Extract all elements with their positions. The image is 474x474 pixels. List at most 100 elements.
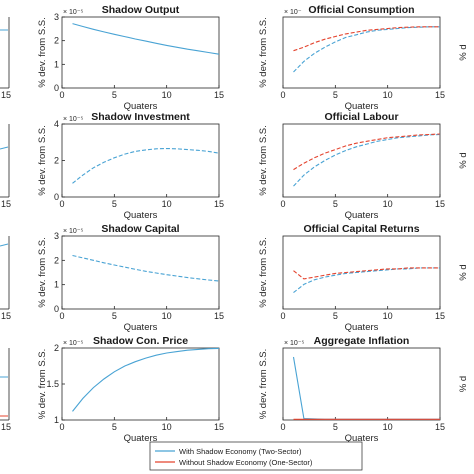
y-exponent: × 10⁻⁵ xyxy=(63,9,84,16)
axes-box xyxy=(61,16,220,89)
y-axis-label: % dev. from S.S. xyxy=(258,125,269,196)
y-tick-label: 1 xyxy=(54,280,59,290)
left-panel-tick-label: 15 xyxy=(1,199,11,209)
series-line-without-shadow-economy-one-sector xyxy=(293,267,440,280)
x-tick-label: 15 xyxy=(214,90,224,100)
y-tick-label: 4 xyxy=(54,119,59,129)
panel-title: Official Consumption xyxy=(308,4,414,16)
left-panel-series-fragment xyxy=(0,146,9,150)
series-line-with-shadow-economy-two-sector xyxy=(72,347,220,412)
y-tick-label: 0 xyxy=(54,304,59,314)
x-axis-label: Quaters xyxy=(124,101,158,112)
x-tick-label: 0 xyxy=(59,199,64,209)
x-tick-label: 15 xyxy=(214,199,224,209)
y-tick-label: 2 xyxy=(54,36,59,46)
x-tick-label: 0 xyxy=(280,90,285,100)
panel-title: Official Labour xyxy=(324,111,398,123)
x-tick-label: 10 xyxy=(162,199,172,209)
right-panel-label-fragment: % d xyxy=(458,376,469,392)
y-tick-label: 2 xyxy=(54,255,59,265)
x-tick-label: 10 xyxy=(383,422,393,432)
legend: With Shadow Economy (Two-Sector) Without … xyxy=(149,441,363,471)
axes-box xyxy=(61,347,220,421)
panel-title: Shadow Investment xyxy=(91,111,190,123)
y-tick-label: 3 xyxy=(54,12,59,22)
axes-box xyxy=(282,347,441,421)
y-axis-label: % dev. from S.S. xyxy=(258,17,269,88)
x-axis-label: Quaters xyxy=(124,433,158,444)
right-panel-label-fragment: % d xyxy=(458,152,469,168)
x-tick-label: 10 xyxy=(383,90,393,100)
y-axis-label: % dev. from S.S. xyxy=(37,237,48,308)
x-tick-label: 15 xyxy=(435,90,445,100)
right-panel-label-fragment: % d xyxy=(458,44,469,60)
legend-label: Without Shadow Economy (One-Sector) xyxy=(179,458,313,467)
y-tick-label: 0 xyxy=(54,83,59,93)
y-exponent: × 10⁻⁵ xyxy=(63,340,84,347)
x-tick-label: 5 xyxy=(112,311,117,321)
y-tick-label: 1.5 xyxy=(46,379,59,389)
x-tick-label: 10 xyxy=(383,311,393,321)
x-tick-label: 5 xyxy=(333,90,338,100)
y-exponent: × 10⁻⁵ xyxy=(284,340,305,347)
x-tick-label: 10 xyxy=(162,311,172,321)
x-tick-label: 5 xyxy=(112,422,117,432)
y-axis-label: % dev. from S.S. xyxy=(37,349,48,420)
x-tick-label: 5 xyxy=(112,199,117,209)
series-line-with-shadow-economy-two-sector xyxy=(293,133,441,187)
x-tick-label: 5 xyxy=(333,422,338,432)
y-tick-label: 2 xyxy=(54,343,59,353)
x-tick-label: 15 xyxy=(214,311,224,321)
y-exponent: × 10⁻⁵ xyxy=(63,116,84,123)
panel-official-capital-returns: Official Capital Returns 0 5 10 15 Quaters % d… xyxy=(258,223,445,333)
x-tick-label: 0 xyxy=(280,422,285,432)
x-axis-label: Quaters xyxy=(124,210,158,221)
x-tick-label: 15 xyxy=(435,422,445,432)
y-exponent: × 10⁻⁵ xyxy=(63,228,84,235)
panel-title: Shadow Con. Price xyxy=(93,335,188,347)
x-tick-label: 0 xyxy=(280,311,285,321)
y-exponent: × 10⁻ xyxy=(284,9,302,16)
x-tick-label: 15 xyxy=(435,199,445,209)
series-line-with-shadow-economy-two-sector xyxy=(72,23,220,55)
y-tick-label: 0 xyxy=(54,192,59,202)
x-axis-label: Quaters xyxy=(345,210,379,221)
x-axis-label: Quaters xyxy=(345,433,379,444)
legend-box xyxy=(149,441,363,471)
x-tick-label: 5 xyxy=(333,199,338,209)
right-panel-label-fragment: % d xyxy=(458,264,469,280)
y-tick-label: 1 xyxy=(54,415,59,425)
x-tick-label: 10 xyxy=(162,90,172,100)
panel-shadow-capital: Shadow Capital × 10⁻⁵ 0 5 10 15 0 1 2 3 Quaters % d… xyxy=(37,223,224,333)
panel-official-consumption: Official Consumption × 10⁻ 0 5 10 15 Quaters % … xyxy=(258,4,445,112)
x-axis-label: Quaters xyxy=(124,322,158,333)
panel-title: Shadow Capital xyxy=(101,223,179,235)
x-tick-label: 15 xyxy=(214,422,224,432)
axes-box xyxy=(61,123,220,198)
panel-shadow-output: Shadow Output × 10⁻⁵ 0 5 10 15 0 1 2 3 Quaters % de… xyxy=(37,4,224,112)
series-line-with-shadow-economy-two-sector xyxy=(72,254,220,282)
axes-box xyxy=(282,16,441,89)
panel-shadow-con-price: Shadow Con. Price × 10⁻⁵ 0 5 10 15 1 1.5 2 Quater… xyxy=(37,335,224,444)
series-line-with-shadow-economy-two-sector xyxy=(293,26,440,73)
axes-box xyxy=(61,235,220,310)
x-tick-label: 0 xyxy=(280,199,285,209)
x-tick-label: 10 xyxy=(383,199,393,209)
x-tick-label: 15 xyxy=(435,311,445,321)
panel-shadow-investment: Shadow Investment × 10⁻⁵ 0 5 10 15 0 2 4 Quaters%… xyxy=(37,111,224,221)
x-tick-label: 5 xyxy=(112,90,117,100)
y-tick-label: 3 xyxy=(54,231,59,241)
y-axis-label: % dev. from S.S. xyxy=(258,237,269,308)
x-tick-label: 5 xyxy=(333,311,338,321)
x-axis-label: Quaters xyxy=(345,322,379,333)
x-tick-label: 0 xyxy=(59,311,64,321)
x-tick-label: 0 xyxy=(59,90,64,100)
panel-aggregate-inflation: Aggregate Inflation × 10⁻⁵ 0 5 10 15 Quaters % … xyxy=(258,335,445,444)
left-panel-series-fragment xyxy=(0,243,9,247)
panel-title: Official Capital Returns xyxy=(303,223,419,235)
y-axis-label: % dev. from S.S. xyxy=(37,17,48,88)
panel-title: Aggregate Inflation xyxy=(314,335,410,347)
left-panel-tick-label: 15 xyxy=(1,311,11,321)
y-axis-label: % dev. from S.S. xyxy=(37,125,48,196)
